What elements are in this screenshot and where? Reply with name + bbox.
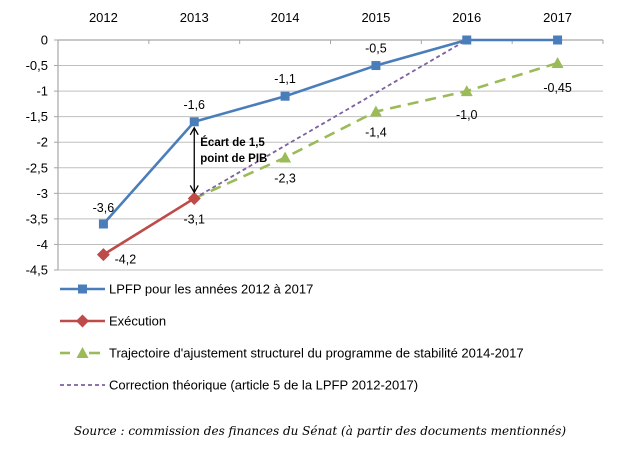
marker-triangle xyxy=(369,105,382,117)
x-tick-label: 2017 xyxy=(543,10,572,25)
x-tick-label: 2012 xyxy=(89,10,118,25)
marker-square xyxy=(280,91,290,101)
marker-triangle xyxy=(551,57,564,68)
y-tick-label: -3 xyxy=(36,186,48,201)
y-tick-label: -1 xyxy=(36,84,48,99)
x-tick-labels: 2012 2013 2014 2015 2016 2017 xyxy=(89,10,572,25)
y-tick-label: -2,5 xyxy=(26,160,48,175)
series-lines xyxy=(102,38,558,256)
legend-item: LPFP pour les années 2012 à 2017 xyxy=(60,282,313,297)
legend-label: LPFP pour les années 2012 à 2017 xyxy=(109,282,313,297)
marker-triangle xyxy=(279,151,292,163)
series-line-1 xyxy=(102,197,195,256)
data-label: -1,0 xyxy=(456,108,478,122)
marker-square xyxy=(189,117,199,127)
data-label: -1,6 xyxy=(183,98,205,112)
marker-square xyxy=(553,35,563,45)
y-tick-labels: 0 -0,5 -1 -1,5 -2 -2,5 -3 -3,5 -4 -4,5 xyxy=(26,33,48,278)
marker-diamond xyxy=(96,248,110,262)
x-tick-label: 2014 xyxy=(271,10,300,25)
y-tick-label: -0,5 xyxy=(26,58,48,73)
data-labels: -3,6 -1,6 -1,1 -0,5 -4,2 -3,1 -2,3 -1,4 -1,0 -0,4… xyxy=(93,42,572,267)
data-label: -3,6 xyxy=(93,201,115,215)
gap-annotation: Écart de 1,5 point de PIB xyxy=(189,126,267,194)
data-label: -1,4 xyxy=(365,126,387,140)
series-markers xyxy=(96,35,564,262)
legend-label: Exécution xyxy=(109,314,166,329)
arrow-head-down xyxy=(189,185,199,194)
marker-square xyxy=(371,61,381,71)
legend-label: Correction théorique (article 5 de la LP… xyxy=(109,378,418,393)
data-label: -4,2 xyxy=(115,253,137,267)
annotation-text: point de PIB xyxy=(200,153,267,165)
legend: LPFP pour les années 2012 à 2017 Exécutio… xyxy=(60,282,524,393)
marker-square xyxy=(98,219,108,229)
legend-marker-triangle xyxy=(76,347,89,358)
legend-marker-diamond xyxy=(76,314,89,328)
marker-square xyxy=(462,35,472,45)
arrow-head-up xyxy=(189,126,199,136)
chart: 2012 2013 2014 2015 2016 2017 0 -0,5 -1 -1,5 -2 -2… xyxy=(26,10,604,393)
marker-triangle xyxy=(460,85,473,97)
legend-item: Trajectoire d'ajustement structurel du p… xyxy=(60,346,524,361)
x-tick-label: 2013 xyxy=(180,10,209,25)
annotation-text: Écart de 1,5 xyxy=(200,136,265,149)
source-note: Source : commission des finances du Séna… xyxy=(73,424,567,438)
data-label: -2,3 xyxy=(274,172,296,186)
y-tick-label: -3,5 xyxy=(26,211,48,226)
data-label: -1,1 xyxy=(274,72,296,86)
y-tick-label: -4,5 xyxy=(26,263,48,278)
y-tick-label: 0 xyxy=(41,33,48,48)
data-label: -3,1 xyxy=(183,212,205,226)
y-tick-label: -2 xyxy=(36,135,48,150)
x-tick-label: 2016 xyxy=(452,10,481,25)
series-line-0 xyxy=(102,38,558,225)
legend-marker-square xyxy=(78,284,87,294)
x-tick-label: 2015 xyxy=(361,10,390,25)
y-tick-label: -1,5 xyxy=(26,109,48,124)
gridlines xyxy=(58,65,603,271)
legend-item: Exécution xyxy=(60,314,166,329)
series-line-3 xyxy=(193,39,468,200)
marker-diamond xyxy=(187,191,201,205)
data-label: -0,45 xyxy=(543,81,572,95)
data-label: -0,5 xyxy=(365,42,387,56)
legend-label: Trajectoire d'ajustement structurel du p… xyxy=(109,346,524,361)
legend-item: Correction théorique (article 5 de la LP… xyxy=(60,378,418,393)
y-tick-label: -4 xyxy=(36,237,48,252)
